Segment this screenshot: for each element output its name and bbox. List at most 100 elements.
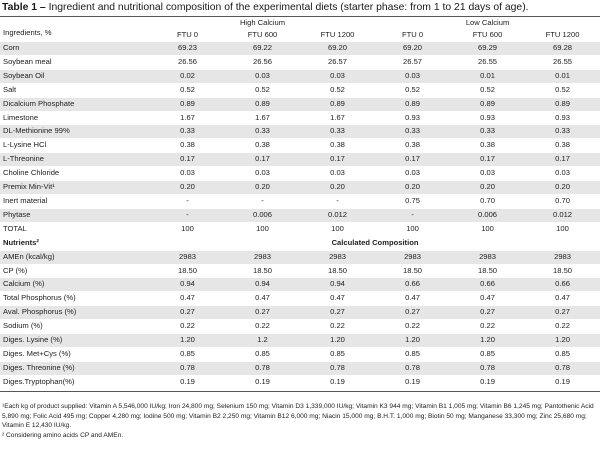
cell-value: 0.70 <box>525 194 600 209</box>
row-label: Total Phosphorus (%) <box>0 291 150 307</box>
cell-value: - <box>150 194 225 209</box>
cell-value: 0.03 <box>150 166 225 182</box>
cell-value: 0.19 <box>300 375 376 390</box>
cell-value: - <box>150 208 225 223</box>
nutrient-row: Aval. Phosphorus (%) 0.27 0.27 0.27 0.27 0.27… <box>0 305 600 321</box>
cell-value: 0.52 <box>525 83 600 98</box>
cell-value: 1.20 <box>300 333 376 348</box>
ingredient-row: Soybean meal 26.56 26.56 26.57 26.57 26.55 26.… <box>0 55 600 70</box>
cell-value: 0.93 <box>450 111 526 126</box>
top-rule <box>0 16 600 17</box>
cell-value: 2983 <box>525 250 600 265</box>
row-header-label: Ingredients, % <box>0 28 150 42</box>
row-label: CP (%) <box>0 264 150 279</box>
footnotes: ¹Each kg of product supplied: Vitamin A … <box>2 402 598 440</box>
cell-value: 0.85 <box>300 347 376 362</box>
cell-value: 0.03 <box>225 166 300 182</box>
table-title: Table 1 – Ingredient and nutritional com… <box>2 1 598 15</box>
cell-value: 0.89 <box>150 97 225 112</box>
cell-value: 0.52 <box>300 83 376 98</box>
cell-value: 100 <box>525 222 600 237</box>
cell-value: 0.20 <box>300 180 376 195</box>
cell-value: 0.52 <box>375 83 451 98</box>
cell-value: 0.85 <box>225 347 300 362</box>
cell-value: 1.20 <box>525 333 600 348</box>
ingredient-row: Premix Min-Vit¹ 0.20 0.20 0.20 0.20 0.20 0.20 <box>0 180 600 195</box>
row-label: Aval. Phosphorus (%) <box>0 305 150 321</box>
ingredient-row: L-Lysine HCl 0.38 0.38 0.38 0.38 0.38 0.38 <box>0 138 600 154</box>
cell-value: 0.38 <box>525 138 600 154</box>
cell-value: 26.56 <box>225 55 300 70</box>
cell-value: 0.93 <box>375 111 451 126</box>
cell-value: 0.19 <box>375 375 451 390</box>
cell-value: 0.006 <box>225 208 300 223</box>
cell-value: 69.20 <box>300 41 376 56</box>
cell-value: 0.33 <box>300 124 376 140</box>
group-low-calcium: Low Calcium <box>375 17 600 29</box>
cell-value: 0.20 <box>225 180 300 195</box>
cell-value: 1.20 <box>450 333 526 348</box>
cell-value: 1.67 <box>225 111 300 126</box>
row-label: Premix Min-Vit¹ <box>0 180 150 195</box>
column-header: FTU 1200 <box>300 28 376 42</box>
cell-value: 0.01 <box>450 69 526 84</box>
cell-value: 0.89 <box>300 97 376 112</box>
ingredient-row: Choline Chloride 0.03 0.03 0.03 0.03 0.03 0.03 <box>0 166 600 182</box>
ingredient-row: Limestone 1.67 1.67 1.67 0.93 0.93 0.93 <box>0 111 600 126</box>
cell-value: 0.17 <box>525 152 600 168</box>
cell-value: 0.85 <box>525 347 600 362</box>
cell-value: 26.57 <box>300 55 376 70</box>
row-label: L-Lysine HCl <box>0 138 150 154</box>
group-high-calcium: High Calcium <box>150 17 376 29</box>
cell-value: 26.55 <box>450 55 526 70</box>
cell-value: 0.19 <box>225 375 300 390</box>
cell-value: - <box>225 194 300 209</box>
cell-value: 1.20 <box>150 333 225 348</box>
cell-value: 0.85 <box>150 347 225 362</box>
cell-value: 0.17 <box>150 152 225 168</box>
cell-value: 2983 <box>150 250 225 265</box>
cell-value: 18.50 <box>525 264 600 279</box>
cell-value: 0.20 <box>375 180 451 195</box>
cell-value: 0.89 <box>450 97 526 112</box>
row-label: Dicalcium Phosphate <box>0 97 150 112</box>
cell-value: 0.85 <box>375 347 451 362</box>
row-label: Calcium (%) <box>0 277 150 293</box>
row-label: Diges.Tryptophan(%) <box>0 375 150 390</box>
cell-value: 2983 <box>225 250 300 265</box>
header-column-row: Ingredients, % FTU 0 FTU 600 FTU 1200 FT… <box>0 28 600 42</box>
cell-value: 0.78 <box>300 361 376 376</box>
cell-value: 0.89 <box>525 97 600 112</box>
cell-value: 0.47 <box>450 291 526 307</box>
table-number: Table 1 – <box>2 2 46 13</box>
cell-value: 0.89 <box>375 97 451 112</box>
cell-value: 0.27 <box>225 305 300 321</box>
row-label: Inert material <box>0 194 150 209</box>
cell-value: 0.52 <box>225 83 300 98</box>
header-group-row: High Calcium Low Calcium <box>0 17 600 29</box>
cell-value: 0.78 <box>525 361 600 376</box>
cell-value: 0.22 <box>300 319 376 335</box>
ingredient-row: Corn 69.23 69.22 69.20 69.20 69.29 69.28 <box>0 41 600 56</box>
cell-value: 0.012 <box>525 208 600 223</box>
cell-value: - <box>375 208 451 223</box>
footnote-1: ¹Each kg of product supplied: Vitamin A … <box>2 403 594 430</box>
nutrient-row: AMEn (kcal/kg) 2983 2983 2983 2983 2983 2983 <box>0 250 600 265</box>
row-label: Soybean meal <box>0 55 150 70</box>
cell-value: 1.67 <box>150 111 225 126</box>
row-label: Sodium (%) <box>0 319 150 335</box>
cell-value: 100 <box>450 222 526 237</box>
ingredient-row: Inert material - - -0.75 0.70 0.70 <box>0 194 600 209</box>
row-label: TOTAL <box>0 222 150 237</box>
ingredient-row: Phytase -0.006 0.012-0.006 0.012 <box>0 208 600 223</box>
row-label: Corn <box>0 41 150 56</box>
cell-value: 0.47 <box>375 291 451 307</box>
cell-value: 26.56 <box>150 55 225 70</box>
cell-value: 0.27 <box>525 305 600 321</box>
cell-value: 0.19 <box>450 375 526 390</box>
cell-value: 0.89 <box>225 97 300 112</box>
footnote-2: ² Considering amino acids CP and AMEn. <box>2 431 124 439</box>
cell-value: 0.22 <box>225 319 300 335</box>
cell-value: 0.47 <box>525 291 600 307</box>
column-header: FTU 600 <box>225 28 300 42</box>
